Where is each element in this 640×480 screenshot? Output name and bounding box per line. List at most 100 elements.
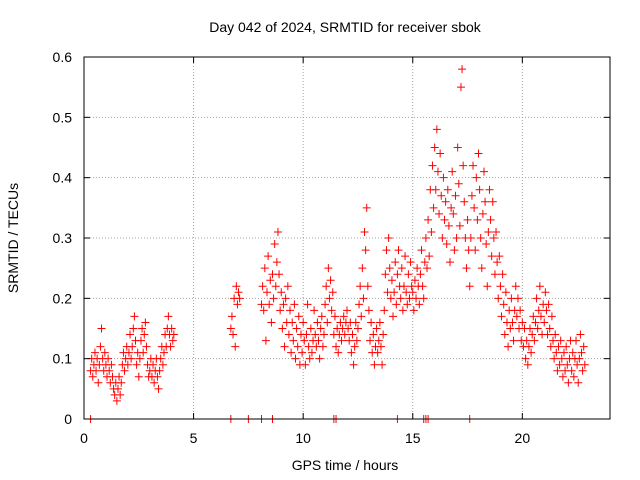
data-point xyxy=(370,360,379,369)
data-point xyxy=(508,318,517,327)
data-point xyxy=(441,197,450,206)
y-axis-label: SRMTID / TECUs xyxy=(5,183,21,293)
data-point xyxy=(142,342,151,351)
data-point xyxy=(466,234,475,242)
data-point xyxy=(92,366,101,375)
data-point xyxy=(535,282,544,291)
data-point xyxy=(579,342,588,351)
data-point xyxy=(394,246,403,255)
data-point xyxy=(316,324,325,333)
data-point xyxy=(540,318,549,327)
data-point xyxy=(549,336,558,345)
data-point xyxy=(337,336,346,345)
data-point xyxy=(428,161,437,170)
data-point xyxy=(235,294,244,303)
data-point xyxy=(530,336,539,345)
data-point xyxy=(482,240,491,249)
data-point xyxy=(366,336,375,345)
data-point xyxy=(472,173,481,182)
data-point xyxy=(97,324,106,333)
data-point xyxy=(536,312,545,321)
data-point xyxy=(159,348,168,357)
data-point xyxy=(436,149,445,158)
y-tick-label: 0.1 xyxy=(53,351,73,367)
data-point xyxy=(443,185,452,194)
data-point xyxy=(379,330,388,339)
data-point xyxy=(269,294,278,303)
data-point xyxy=(456,83,465,92)
x-tick-label: 10 xyxy=(295,430,311,446)
data-point xyxy=(486,215,495,224)
data-point xyxy=(362,203,371,212)
data-point xyxy=(259,306,268,315)
data-point xyxy=(315,354,324,363)
y-tick-label: 0.6 xyxy=(53,49,73,65)
data-point xyxy=(261,336,270,345)
data-point xyxy=(418,282,427,291)
data-point xyxy=(531,318,540,327)
data-point xyxy=(490,270,499,279)
data-point xyxy=(419,294,428,303)
data-points xyxy=(86,65,589,423)
data-point xyxy=(501,288,510,297)
data-point xyxy=(449,209,458,218)
data-point xyxy=(524,342,533,351)
data-point xyxy=(424,215,433,224)
data-point xyxy=(513,294,522,303)
data-point xyxy=(314,336,323,345)
data-point xyxy=(451,191,460,200)
y-tick-label: 0 xyxy=(64,411,72,427)
data-point xyxy=(373,348,382,357)
data-point xyxy=(389,312,398,321)
data-point xyxy=(286,306,295,315)
data-point xyxy=(105,366,114,375)
data-point xyxy=(413,264,422,273)
data-point xyxy=(477,264,486,273)
data-point xyxy=(364,306,373,315)
data-point xyxy=(504,342,513,351)
data-point xyxy=(350,342,359,351)
data-point xyxy=(352,336,361,345)
data-point xyxy=(301,360,310,369)
data-point xyxy=(347,348,356,357)
data-point xyxy=(134,372,143,381)
data-point xyxy=(569,372,578,381)
data-point xyxy=(257,300,266,309)
data-point xyxy=(521,354,530,363)
data-point xyxy=(334,348,343,357)
data-point xyxy=(479,167,488,176)
data-point xyxy=(469,161,478,170)
data-point xyxy=(140,330,149,339)
data-point xyxy=(129,324,138,333)
data-point xyxy=(558,372,567,381)
data-point xyxy=(375,318,384,327)
data-point xyxy=(452,234,461,242)
data-point xyxy=(292,324,301,333)
data-point xyxy=(290,300,299,309)
data-point xyxy=(348,330,357,339)
data-point xyxy=(442,240,451,249)
data-point xyxy=(387,276,396,285)
data-point xyxy=(135,354,144,363)
data-point xyxy=(153,372,162,381)
data-point xyxy=(166,342,175,351)
data-point xyxy=(229,330,238,339)
data-point xyxy=(169,330,178,339)
data-point xyxy=(576,330,585,339)
data-point xyxy=(318,342,327,351)
data-point xyxy=(289,336,298,345)
data-point xyxy=(470,203,479,212)
data-point xyxy=(367,318,376,327)
data-point xyxy=(493,258,502,267)
data-point xyxy=(533,324,542,333)
y-tick-label: 0.3 xyxy=(53,230,73,246)
data-point xyxy=(447,203,456,212)
data-point xyxy=(527,348,536,357)
data-point xyxy=(117,378,126,387)
data-point xyxy=(412,294,421,303)
data-point xyxy=(458,65,467,74)
data-point xyxy=(390,288,399,297)
data-point xyxy=(96,342,105,351)
data-point xyxy=(120,366,129,375)
data-point xyxy=(298,348,307,357)
